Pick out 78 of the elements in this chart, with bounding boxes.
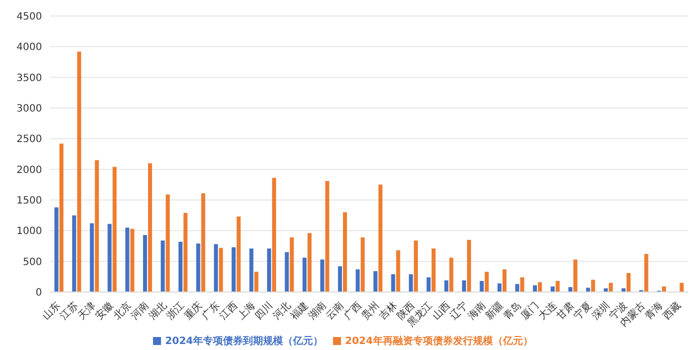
- bar: [432, 248, 436, 292]
- y-tick-label: 2500: [16, 134, 42, 146]
- bar: [396, 250, 400, 292]
- bar: [90, 223, 94, 292]
- y-tick-label: 0: [36, 288, 42, 299]
- y-tick-label: 1000: [16, 226, 42, 238]
- bar: [520, 277, 524, 292]
- bar: [408, 274, 413, 292]
- bar: [462, 280, 466, 292]
- y-tick-label: 1500: [16, 196, 42, 207]
- bar: [59, 144, 64, 292]
- bar: [538, 282, 542, 292]
- bar: [449, 258, 454, 292]
- bar: [568, 287, 572, 292]
- y-tick-label: 2000: [16, 164, 42, 176]
- bar: [484, 272, 489, 292]
- bar: [254, 272, 258, 292]
- y-tick-label: 500: [22, 256, 42, 268]
- bar: [249, 248, 254, 292]
- bar: [218, 248, 223, 292]
- bar: [342, 212, 347, 292]
- y-tick-label: 3000: [16, 104, 42, 115]
- legend-label: 2024年再融资专项债券发行规模（亿元）: [345, 336, 533, 347]
- bar: [272, 178, 276, 292]
- bar: [196, 244, 200, 292]
- bar: [480, 280, 484, 292]
- bar: [72, 215, 76, 292]
- bar: [125, 228, 130, 292]
- bar: [325, 180, 330, 292]
- bar: [108, 224, 112, 292]
- bar: [160, 240, 165, 292]
- bar: [426, 277, 431, 292]
- bar: [391, 274, 396, 292]
- bar: [373, 271, 378, 292]
- bar: [94, 160, 99, 292]
- bar: [502, 269, 506, 292]
- bar: [308, 233, 312, 292]
- bar: [166, 194, 170, 292]
- bar: [302, 258, 307, 292]
- bar: [378, 184, 382, 292]
- bar: [608, 282, 613, 292]
- bar: [626, 272, 631, 292]
- bar: [550, 286, 555, 292]
- legend-label: 2024年专项债券到期规模（亿元）: [165, 336, 323, 347]
- bar: [236, 216, 241, 292]
- bar: [515, 284, 520, 292]
- bar: [290, 237, 294, 292]
- y-tick-label: 4500: [16, 12, 42, 23]
- bar: [497, 283, 502, 292]
- bar: [214, 244, 218, 292]
- bar: [267, 248, 272, 292]
- bar: [338, 266, 342, 292]
- bar: [130, 228, 134, 292]
- bar: [232, 247, 236, 292]
- bar: [680, 282, 684, 292]
- bar: [556, 280, 560, 292]
- bar: [54, 207, 58, 292]
- bar: [284, 252, 289, 292]
- bar: [143, 234, 148, 292]
- bar: [573, 259, 578, 292]
- bar: [644, 254, 648, 292]
- bar: [356, 269, 360, 292]
- bar: [77, 52, 82, 292]
- bar: [178, 242, 182, 292]
- bar: [467, 240, 472, 292]
- bar: [586, 288, 590, 292]
- y-tick-label: 3500: [16, 72, 42, 84]
- bar: [320, 259, 324, 292]
- bar: [662, 286, 666, 292]
- bar: [444, 280, 448, 292]
- bar: [183, 212, 188, 292]
- bar: [591, 280, 596, 292]
- bar: [112, 166, 117, 292]
- bar: [148, 163, 152, 292]
- y-tick-label: 4000: [16, 42, 42, 54]
- bar: [201, 193, 206, 292]
- bar: [414, 240, 418, 292]
- bar: [360, 237, 365, 292]
